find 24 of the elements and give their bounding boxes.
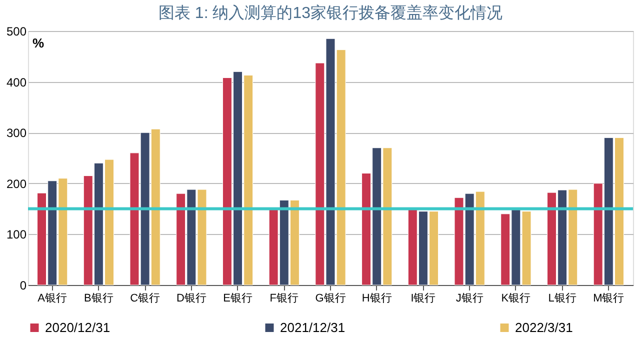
x-tick-label: F银行 [270, 292, 299, 304]
x-tick-label: G银行 [315, 292, 346, 304]
x-tick-label: B银行 [84, 292, 114, 304]
x-tick-label: C银行 [130, 292, 160, 304]
legend-label: 2022/3/31 [515, 320, 573, 335]
x-tick-label: I银行 [410, 292, 436, 304]
x-tick-label: A银行 [38, 292, 68, 304]
legend-label: 2021/12/31 [280, 320, 346, 335]
x-tick-label: E银行 [223, 292, 252, 304]
y-tick-label: 100 [6, 228, 27, 242]
x-tick-label: L银行 [548, 292, 576, 304]
y-tick-label: 200 [6, 176, 27, 191]
y-axis-title: % [32, 36, 44, 50]
y-tick-label: 300 [6, 126, 27, 140]
x-tick-label: J银行 [456, 292, 484, 304]
x-tick-label: D银行 [176, 292, 206, 304]
chart-title: 图表 1: 纳入测算的13家银行拨备覆盖率变化情况 [158, 4, 503, 22]
y-tick-label: 400 [6, 75, 27, 90]
x-tick-label: M银行 [593, 292, 624, 304]
x-tick-label: K银行 [501, 292, 531, 304]
y-tick-label: 0 [20, 278, 27, 292]
x-tick-label: H银行 [362, 292, 392, 304]
legend-label: 2020/12/31 [45, 320, 110, 335]
y-tick-label: 500 [6, 24, 27, 38]
